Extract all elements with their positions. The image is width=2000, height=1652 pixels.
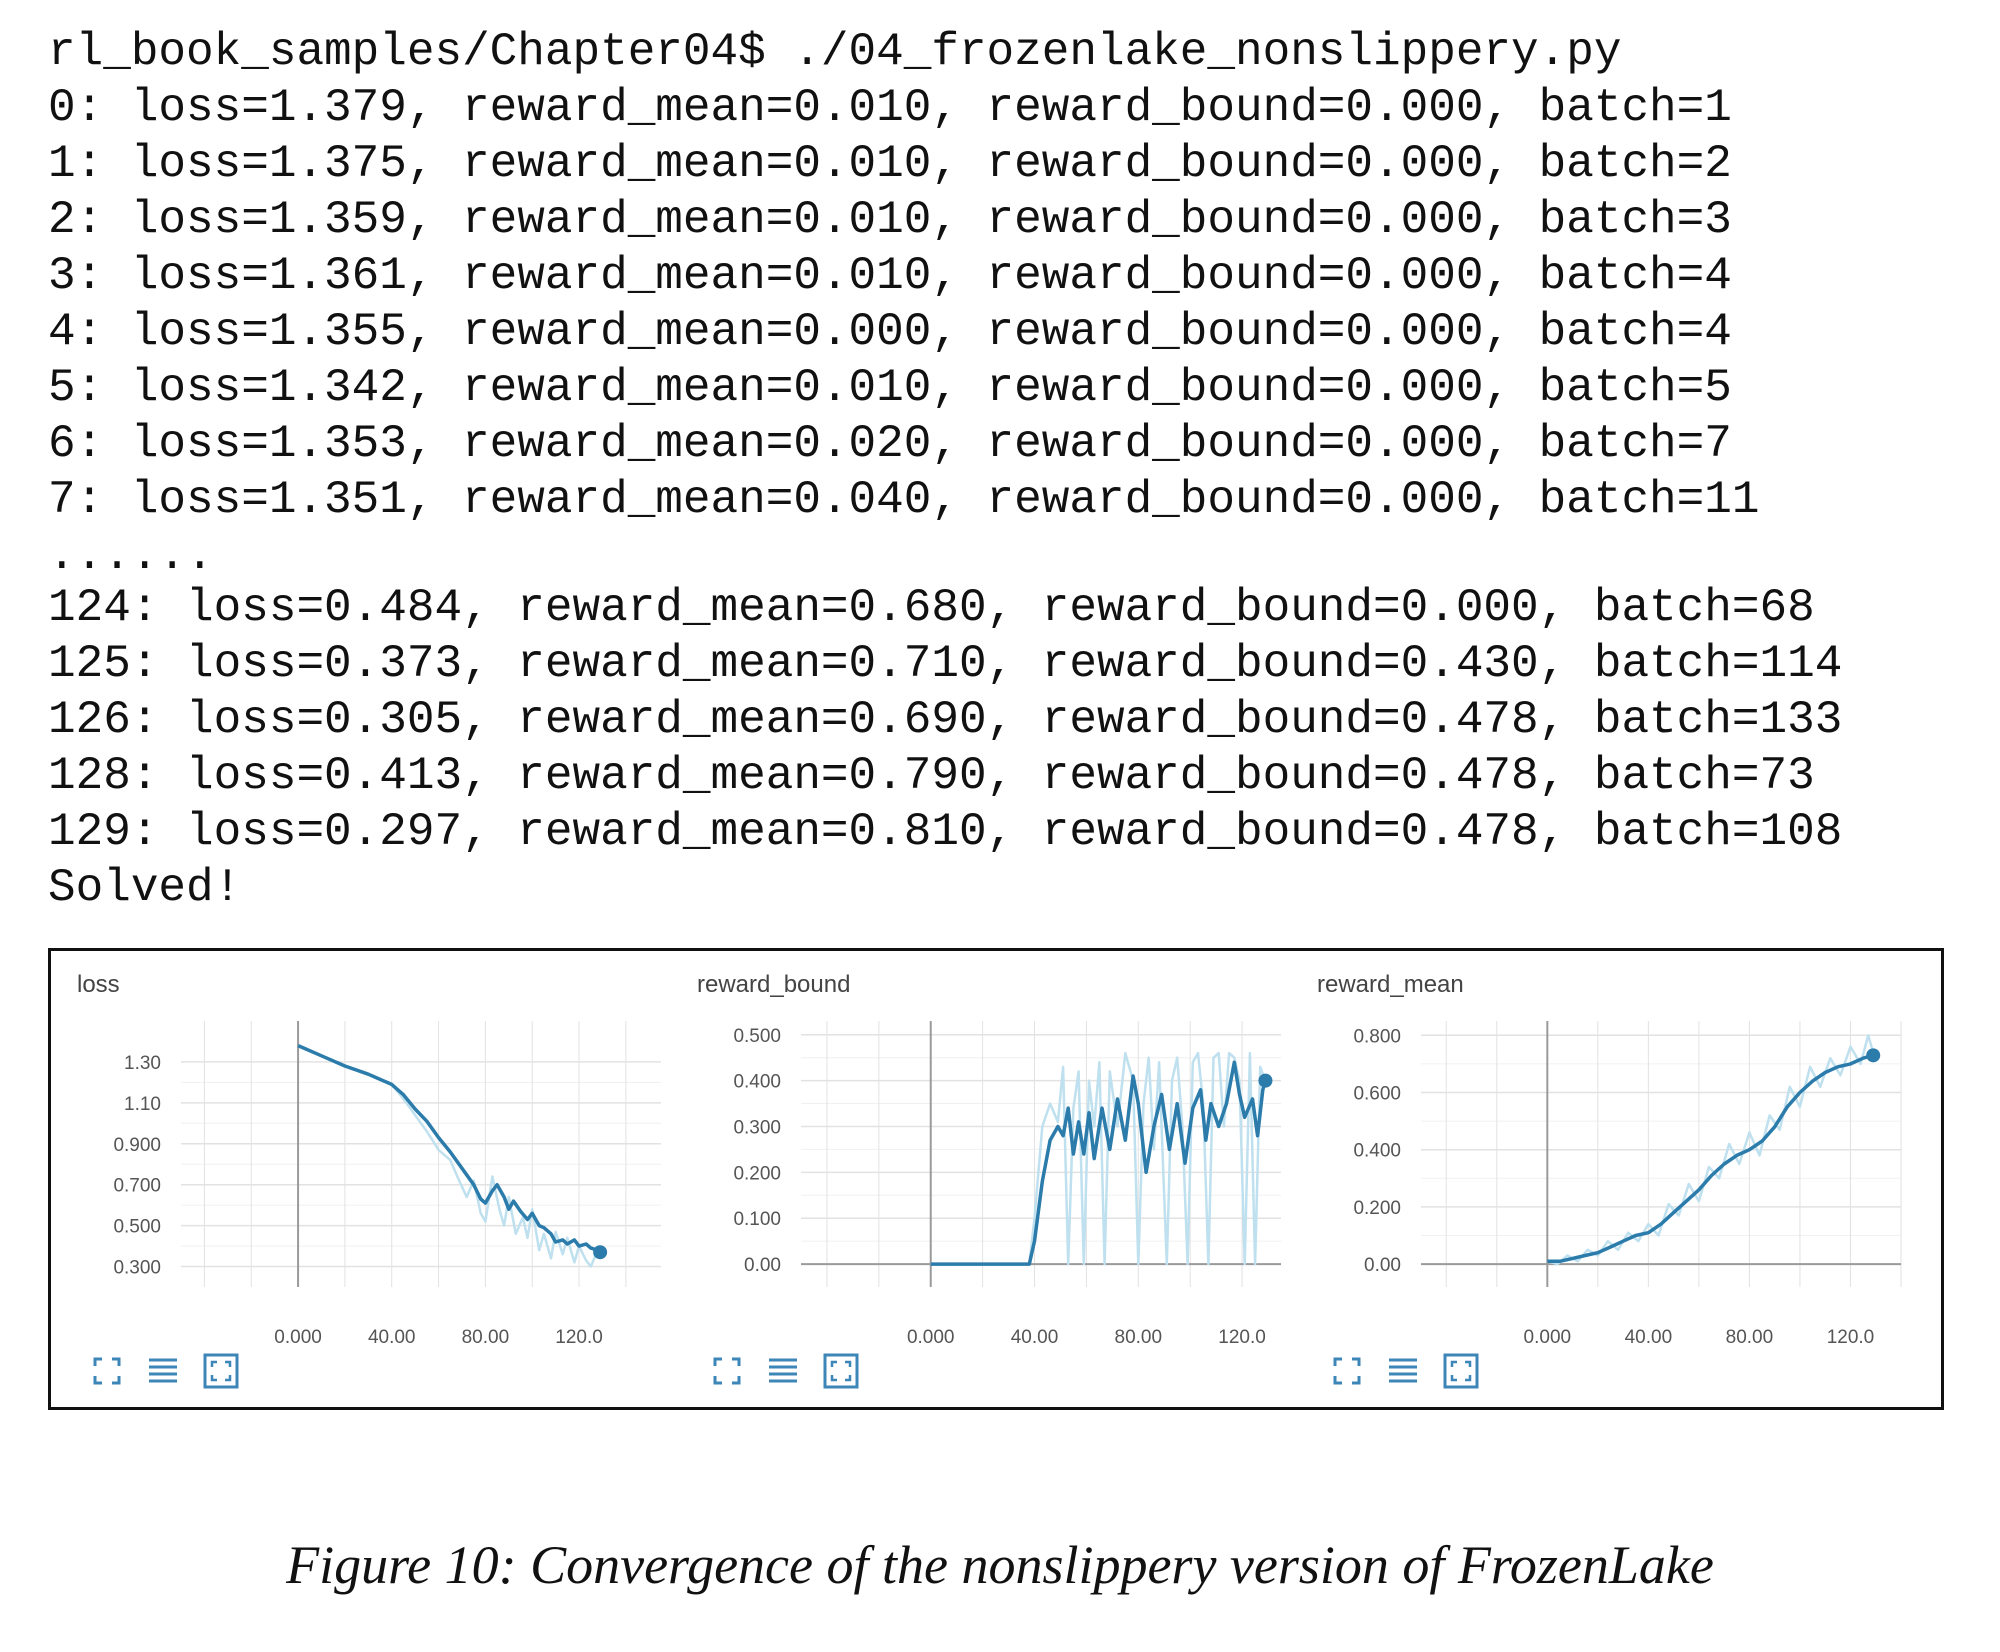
y-tick-label: 0.500 [733, 1026, 781, 1047]
y-tick-label: 0.400 [733, 1072, 781, 1093]
list-icon[interactable] [143, 1351, 183, 1391]
fit-icon[interactable] [821, 1351, 861, 1391]
y-tick-label: 1.30 [124, 1053, 161, 1074]
x-tick-label: 120.0 [1827, 1327, 1875, 1348]
terminal-log-line: 128: loss=0.413, reward_mean=0.790, rewa… [48, 750, 1815, 802]
y-tick-label: 0.900 [113, 1135, 161, 1156]
x-tick-label: 120.0 [1218, 1327, 1266, 1348]
terminal-log-line: 6: loss=1.353, reward_mean=0.020, reward… [48, 418, 1732, 470]
terminal-log-line: 4: loss=1.355, reward_mean=0.000, reward… [48, 306, 1732, 358]
terminal-log-line: 2: loss=1.359, reward_mean=0.010, reward… [48, 194, 1732, 246]
smoothed-series-line [930, 1060, 1268, 1266]
last-point-marker [593, 1245, 608, 1260]
charts-panel: loss 0.300 0.500 0.700 0.900 1.10 1.30 0.000 40… [48, 948, 1944, 1410]
x-tick-label: 80.00 [1726, 1327, 1774, 1348]
y-tick-label: 0.600 [1353, 1084, 1401, 1105]
terminal-log-line: 5: loss=1.342, reward_mean=0.010, reward… [48, 362, 1732, 414]
reward-mean-chart-card: reward_mean 0.00 0.200 0.400 0.600 0.800 0.00… [1291, 951, 1907, 1407]
terminal-log-line: 3: loss=1.361, reward_mean=0.010, reward… [48, 250, 1732, 302]
loss-chart-card: loss 0.300 0.500 0.700 0.900 1.10 1.30 0.000 40… [51, 951, 667, 1407]
terminal-log-line: 126: loss=0.305, reward_mean=0.690, rewa… [48, 694, 1843, 746]
y-tick-label: 1.10 [124, 1094, 161, 1115]
figure-caption: Figure 10: Convergence of the nonslipper… [286, 1535, 1714, 1595]
y-tick-label: 0.200 [1353, 1198, 1401, 1219]
reward-mean-chart: 0.00 0.200 0.400 0.600 0.800 0.000 40.00 80.00 1… [1353, 1021, 1902, 1348]
x-tick-label: 40.00 [368, 1327, 416, 1348]
chart-title: reward_mean [1317, 971, 1464, 998]
y-tick-label: 0.00 [1364, 1255, 1401, 1276]
list-icon[interactable] [763, 1351, 803, 1391]
smoothed-series-line [1547, 1053, 1874, 1264]
terminal-log-line: 7: loss=1.351, reward_mean=0.040, reward… [48, 474, 1760, 526]
terminal-log-line: 1: loss=1.375, reward_mean=0.010, reward… [48, 138, 1732, 190]
smoothed-series-line [297, 1043, 602, 1254]
list-icon[interactable] [1383, 1351, 1423, 1391]
raw-series-line [930, 1051, 1267, 1266]
terminal-output: rl_book_samples/Chapter04$ ./04_frozenla… [48, 24, 1968, 916]
chart-title: reward_bound [697, 971, 851, 998]
x-tick-label: 0.000 [274, 1327, 322, 1348]
x-tick-label: 40.00 [1011, 1327, 1059, 1348]
expand-icon[interactable] [87, 1351, 127, 1391]
y-tick-label: 0.300 [113, 1258, 161, 1279]
x-tick-label: 80.00 [1115, 1327, 1163, 1348]
terminal-log-line: 0: loss=1.379, reward_mean=0.010, reward… [48, 82, 1732, 134]
raw-series-line [297, 1044, 601, 1268]
last-point-marker [1258, 1073, 1273, 1088]
y-tick-label: 0.300 [733, 1117, 781, 1138]
fit-icon[interactable] [201, 1351, 241, 1391]
expand-icon[interactable] [707, 1351, 747, 1391]
last-point-marker [1866, 1048, 1881, 1063]
y-tick-label: 0.00 [744, 1255, 781, 1276]
terminal-log-line: 124: loss=0.484, reward_mean=0.680, rewa… [48, 582, 1815, 634]
x-tick-label: 120.0 [555, 1327, 603, 1348]
y-tick-label: 0.500 [113, 1217, 161, 1238]
terminal-command-line: rl_book_samples/Chapter04$ ./04_frozenla… [48, 26, 1622, 78]
y-tick-label: 0.800 [1353, 1026, 1401, 1047]
reward-bound-chart: 0.00 0.100 0.200 0.300 0.400 0.500 0.000 40.00 8… [733, 1021, 1281, 1348]
loss-chart: 0.300 0.500 0.700 0.900 1.10 1.30 0.000 40.00 80… [113, 1021, 661, 1348]
x-tick-label: 40.00 [1625, 1327, 1673, 1348]
y-tick-label: 0.700 [113, 1176, 161, 1197]
chart-title: loss [77, 971, 120, 998]
terminal-log-line: 129: loss=0.297, reward_mean=0.810, rewa… [48, 806, 1843, 858]
terminal-log-line: 125: loss=0.373, reward_mean=0.710, rewa… [48, 638, 1843, 690]
x-tick-label: 80.00 [462, 1327, 510, 1348]
y-tick-label: 0.400 [1353, 1141, 1401, 1162]
x-tick-label: 0.000 [907, 1327, 955, 1348]
terminal-solved-line: Solved! [48, 862, 242, 914]
y-tick-label: 0.200 [733, 1163, 781, 1184]
expand-icon[interactable] [1327, 1351, 1367, 1391]
terminal-ellipsis: ...... [48, 530, 214, 582]
x-tick-label: 0.000 [1524, 1327, 1572, 1348]
reward-bound-chart-card: reward_bound 0.00 0.100 0.200 0.300 0.400 0.5… [671, 951, 1287, 1407]
y-tick-label: 0.100 [733, 1209, 781, 1230]
fit-icon[interactable] [1441, 1351, 1481, 1391]
